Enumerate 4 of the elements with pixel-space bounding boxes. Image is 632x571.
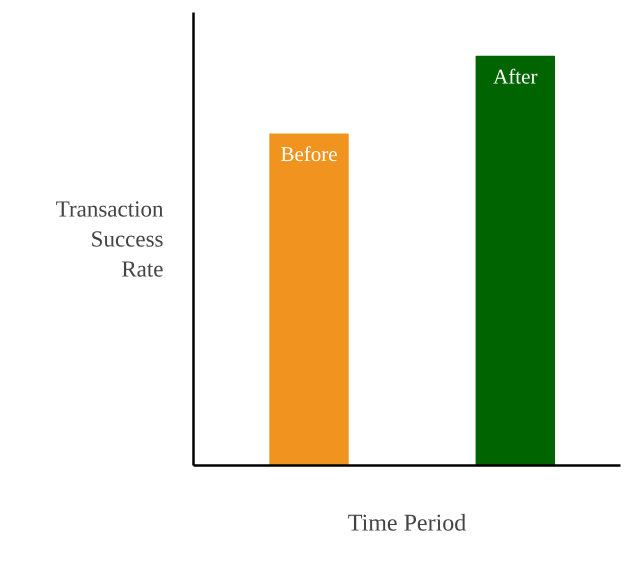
x-tick-label: After (493, 64, 538, 88)
x-tick-label: Before (280, 142, 338, 166)
x-axis-title: Time Period (348, 510, 466, 536)
y-axis-title: Transaction Success Rate (56, 196, 164, 282)
